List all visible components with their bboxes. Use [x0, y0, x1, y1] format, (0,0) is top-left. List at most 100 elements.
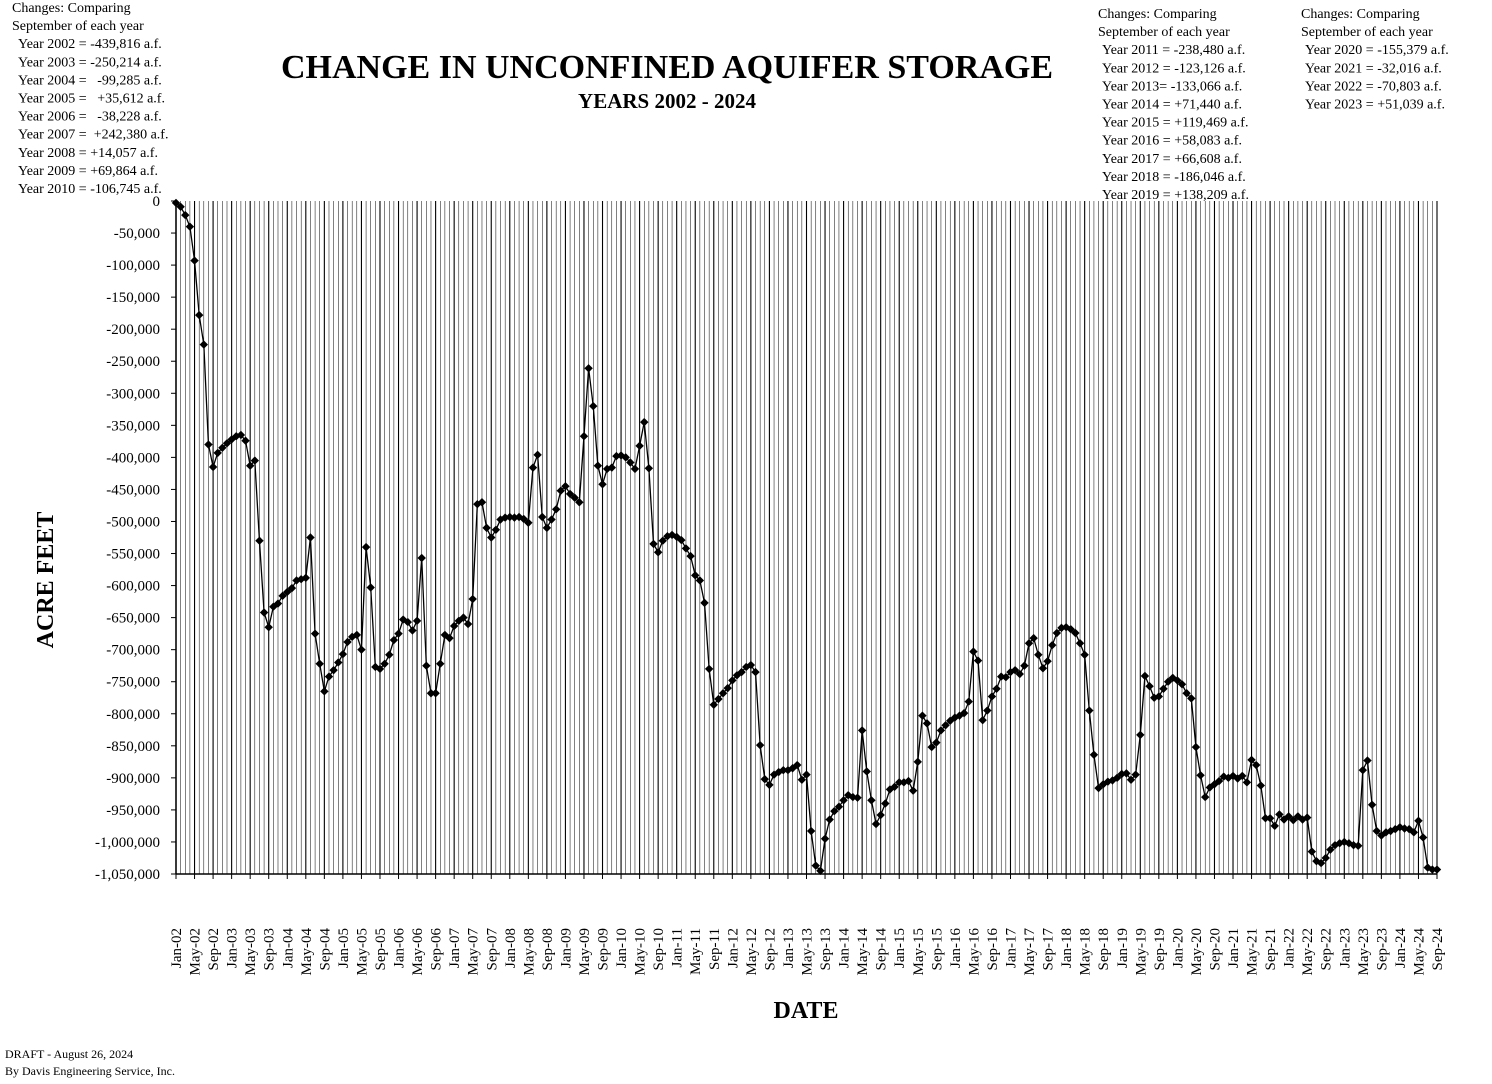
data-point	[283, 587, 292, 597]
data-point	[1428, 865, 1437, 874]
y-tick-label: -400,000	[106, 450, 160, 466]
data-point	[1048, 640, 1057, 650]
data-point	[1289, 815, 1298, 825]
data-point	[255, 536, 264, 545]
annotation-line: Year 2014 = +71,440 a.f.	[1102, 98, 1242, 113]
data-point	[459, 613, 468, 622]
data-point	[551, 505, 561, 514]
data-point	[1085, 706, 1094, 715]
data-point	[783, 765, 793, 775]
data-point	[681, 544, 691, 553]
data-point	[250, 456, 260, 465]
data-point	[723, 683, 732, 693]
x-tick-label: May-08	[521, 928, 537, 976]
data-point	[315, 659, 324, 668]
data-point	[1261, 814, 1270, 823]
data-point	[969, 647, 978, 656]
data-point	[320, 687, 329, 696]
x-axis-label: DATE	[774, 998, 839, 1024]
data-point	[176, 202, 185, 211]
data-point	[1344, 839, 1354, 848]
data-point	[825, 815, 834, 824]
data-point	[1140, 671, 1150, 681]
data-point	[1391, 824, 1400, 834]
y-tick-label: -1,000,000	[95, 835, 160, 851]
data-point	[1010, 665, 1020, 675]
data-point	[1173, 676, 1182, 685]
data-point	[1015, 669, 1024, 679]
data-point	[463, 619, 473, 629]
data-point	[677, 535, 686, 545]
annotation-line: Year 2015 = +119,469 a.f.	[1102, 116, 1248, 131]
x-tick-label: Jan-13	[781, 928, 797, 968]
data-point	[245, 461, 255, 470]
data-point	[1182, 689, 1191, 698]
annotation-line: Year 2004 = -99,285 a.f.	[18, 73, 162, 88]
data-point	[181, 210, 190, 220]
data-point	[1112, 773, 1122, 783]
data-point	[742, 662, 751, 672]
data-point	[287, 583, 297, 593]
data-point	[371, 662, 380, 672]
x-tick-label: May-14	[855, 928, 871, 976]
data-point	[1177, 680, 1187, 689]
data-point	[992, 684, 1001, 693]
data-point	[218, 443, 227, 452]
x-tick-label: Jan-20	[1170, 928, 1186, 968]
x-tick-label: May-16	[966, 928, 982, 976]
data-point	[301, 573, 311, 583]
y-tick-label: -550,000	[106, 547, 160, 563]
data-point	[1126, 775, 1136, 784]
data-point	[310, 629, 320, 638]
x-tick-label: Sep-08	[540, 928, 556, 971]
data-point	[1363, 756, 1372, 765]
annotation-line: September of each year	[12, 19, 144, 34]
data-point	[575, 498, 584, 507]
data-point	[1154, 692, 1164, 701]
x-tick-label: May-07	[466, 928, 482, 976]
data-point	[755, 740, 765, 750]
data-point	[890, 782, 899, 792]
data-point	[1321, 853, 1330, 863]
data-point	[857, 726, 867, 735]
data-point	[565, 489, 575, 499]
data-point	[1302, 813, 1312, 822]
data-point	[862, 767, 871, 776]
data-point	[524, 518, 533, 527]
x-tick-label: Sep-12	[762, 928, 778, 971]
data-point	[848, 792, 858, 802]
y-tick-label: -100,000	[106, 258, 160, 274]
annotation-line: Changes: Comparing	[1301, 7, 1420, 22]
data-point	[468, 594, 477, 604]
data-point	[987, 692, 997, 701]
x-tick-label: Sep-11	[707, 928, 723, 970]
data-point	[932, 738, 941, 747]
x-tick-label: Sep-23	[1374, 928, 1390, 971]
annotation-line: Year 2006 = -38,228 a.f.	[18, 110, 162, 125]
x-tick-label: Jan-08	[503, 928, 519, 968]
x-tick-label: Jan-15	[892, 928, 908, 968]
data-point	[1089, 750, 1099, 759]
annotation-line: Year 2005 = +35,612 a.f.	[18, 92, 165, 107]
data-point	[1122, 769, 1131, 778]
data-point	[412, 616, 422, 626]
x-tick-label: Jan-18	[1059, 928, 1075, 968]
x-tick-label: Sep-02	[206, 928, 222, 971]
data-point	[190, 256, 199, 265]
data-point	[1024, 639, 1034, 648]
data-point	[644, 464, 654, 473]
data-point	[385, 650, 394, 659]
data-point	[222, 439, 232, 448]
x-tick-label: May-13	[800, 928, 816, 976]
data-point	[964, 697, 973, 706]
data-point	[236, 430, 246, 440]
data-point	[950, 713, 960, 722]
data-point	[352, 630, 362, 640]
data-point	[621, 453, 630, 462]
data-point	[306, 533, 315, 542]
data-point	[227, 435, 236, 444]
data-point	[1145, 682, 1154, 691]
data-point	[760, 774, 769, 784]
data-point	[871, 819, 881, 829]
